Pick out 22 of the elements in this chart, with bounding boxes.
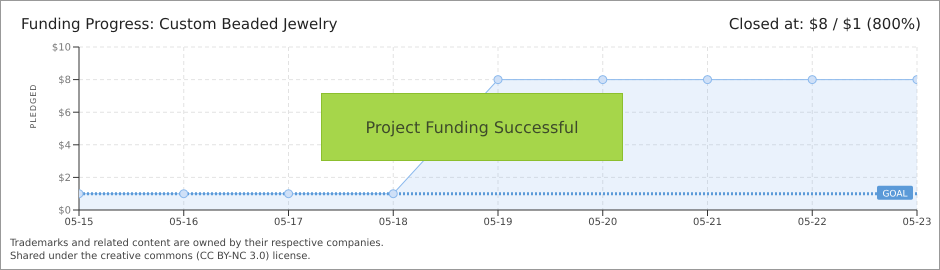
text: Shared under the creative commons (CC BY-NC 3.0) license. (10, 250, 312, 263)
y-tick-label: $10 (52, 42, 71, 54)
y-tick-label: $4 (58, 140, 71, 152)
ref-line-label: GOAL (882, 190, 908, 200)
text: Trademarks and related content are owned by their respective companies. (10, 237, 384, 250)
x-tick-label: 05-16 (169, 217, 198, 228)
x-tick-label: 05-21 (692, 217, 722, 228)
x-tick-label: 05-19 (483, 217, 513, 228)
y-tick-label: $2 (58, 172, 71, 184)
chart-title: Funding Progress: Custom Beaded Jewelry (21, 15, 338, 33)
y-tick-label: $6 (58, 108, 71, 119)
y-tick-label: $8 (58, 75, 71, 86)
annotation: Project Funding Successful (365, 118, 579, 136)
x-tick-label: 05-17 (274, 217, 304, 228)
chart-subtitle: Closed at: $8 / $1 (800%) (728, 15, 921, 33)
x-tick-label: 05-18 (378, 217, 408, 228)
x-tick-label: 05-22 (798, 217, 827, 228)
x-tick-label: 05-20 (588, 217, 618, 228)
y-tick-label: $0 (58, 206, 71, 217)
x-tick-label: 05-15 (64, 217, 94, 228)
x-tick-label: 05-23 (902, 217, 932, 228)
y-axis-title: PLEDGED (28, 84, 38, 128)
